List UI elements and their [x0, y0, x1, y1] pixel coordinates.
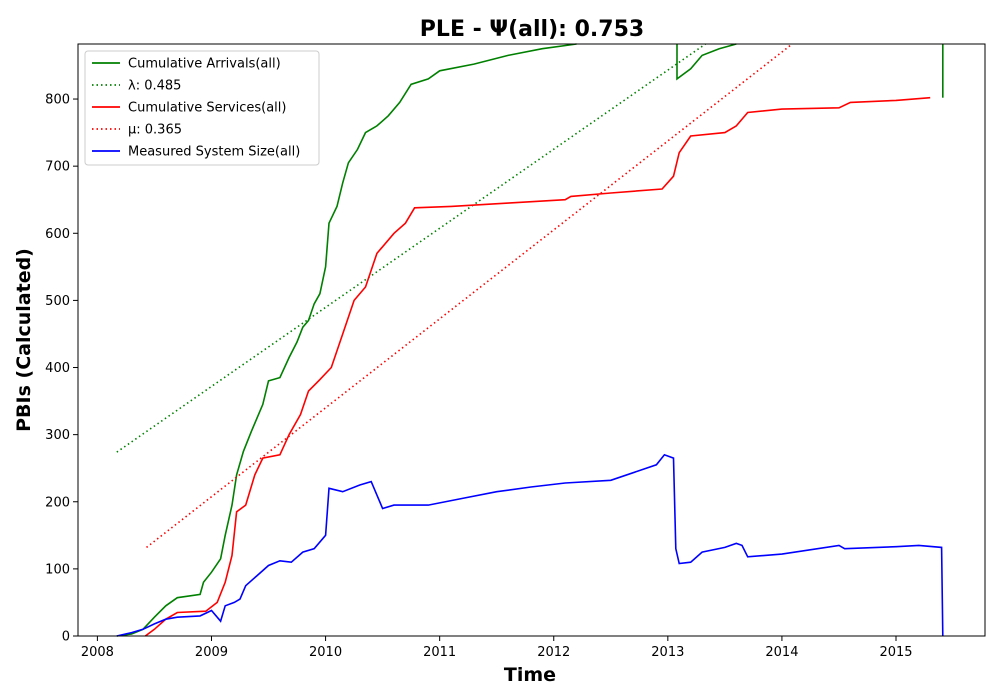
legend-label: μ: 0.365 [128, 123, 182, 138]
ticks-group: 2008 2009 2010 2011 2012 2013 2014 2015 0 100 200 3… [45, 93, 912, 660]
x-tick-label: 2010 [309, 645, 342, 660]
series-line-1 [676, 43, 737, 81]
series-line-0 [116, 43, 577, 637]
y-axis-label: PBIs (Calculated) [13, 248, 35, 432]
series-line-6 [116, 453, 944, 637]
x-tick-label: 2009 [195, 645, 228, 660]
x-tick-label: 2014 [765, 645, 798, 660]
x-tick-label: 2013 [651, 645, 684, 660]
series-line-4 [144, 96, 931, 637]
legend-label: Measured System Size(all) [128, 145, 300, 160]
legend-label: Cumulative Services(all) [128, 101, 286, 116]
legend-box [84, 50, 320, 166]
chart-title: PLE - Ψ(all): 0.753 [420, 17, 644, 42]
y-tick-label: 400 [45, 361, 70, 376]
x-tick-label: 2011 [423, 645, 456, 660]
series-group [116, 43, 944, 637]
series-line-5 [146, 43, 793, 549]
legend-label: Cumulative Arrivals(all) [128, 57, 281, 72]
x-tick-label: 2012 [537, 645, 570, 660]
x-tick-label: 2008 [81, 645, 114, 660]
y-tick-label: 100 [45, 562, 70, 577]
x-axis-label: Time [504, 664, 556, 686]
legend-label: λ: 0.485 [128, 79, 181, 94]
y-tick-label: 300 [45, 428, 70, 443]
y-tick-label: 700 [45, 160, 70, 175]
x-tick-label: 2015 [879, 645, 912, 660]
plot-frame [77, 43, 986, 637]
y-tick-label: 200 [45, 495, 70, 510]
y-tick-label: 500 [45, 294, 70, 309]
legend: Cumulative Arrivals(all) λ: 0.485 Cumulati… [84, 50, 320, 166]
y-tick-label: 0 [62, 630, 70, 645]
y-tick-label: 600 [45, 227, 70, 242]
y-tick-label: 800 [45, 93, 70, 108]
